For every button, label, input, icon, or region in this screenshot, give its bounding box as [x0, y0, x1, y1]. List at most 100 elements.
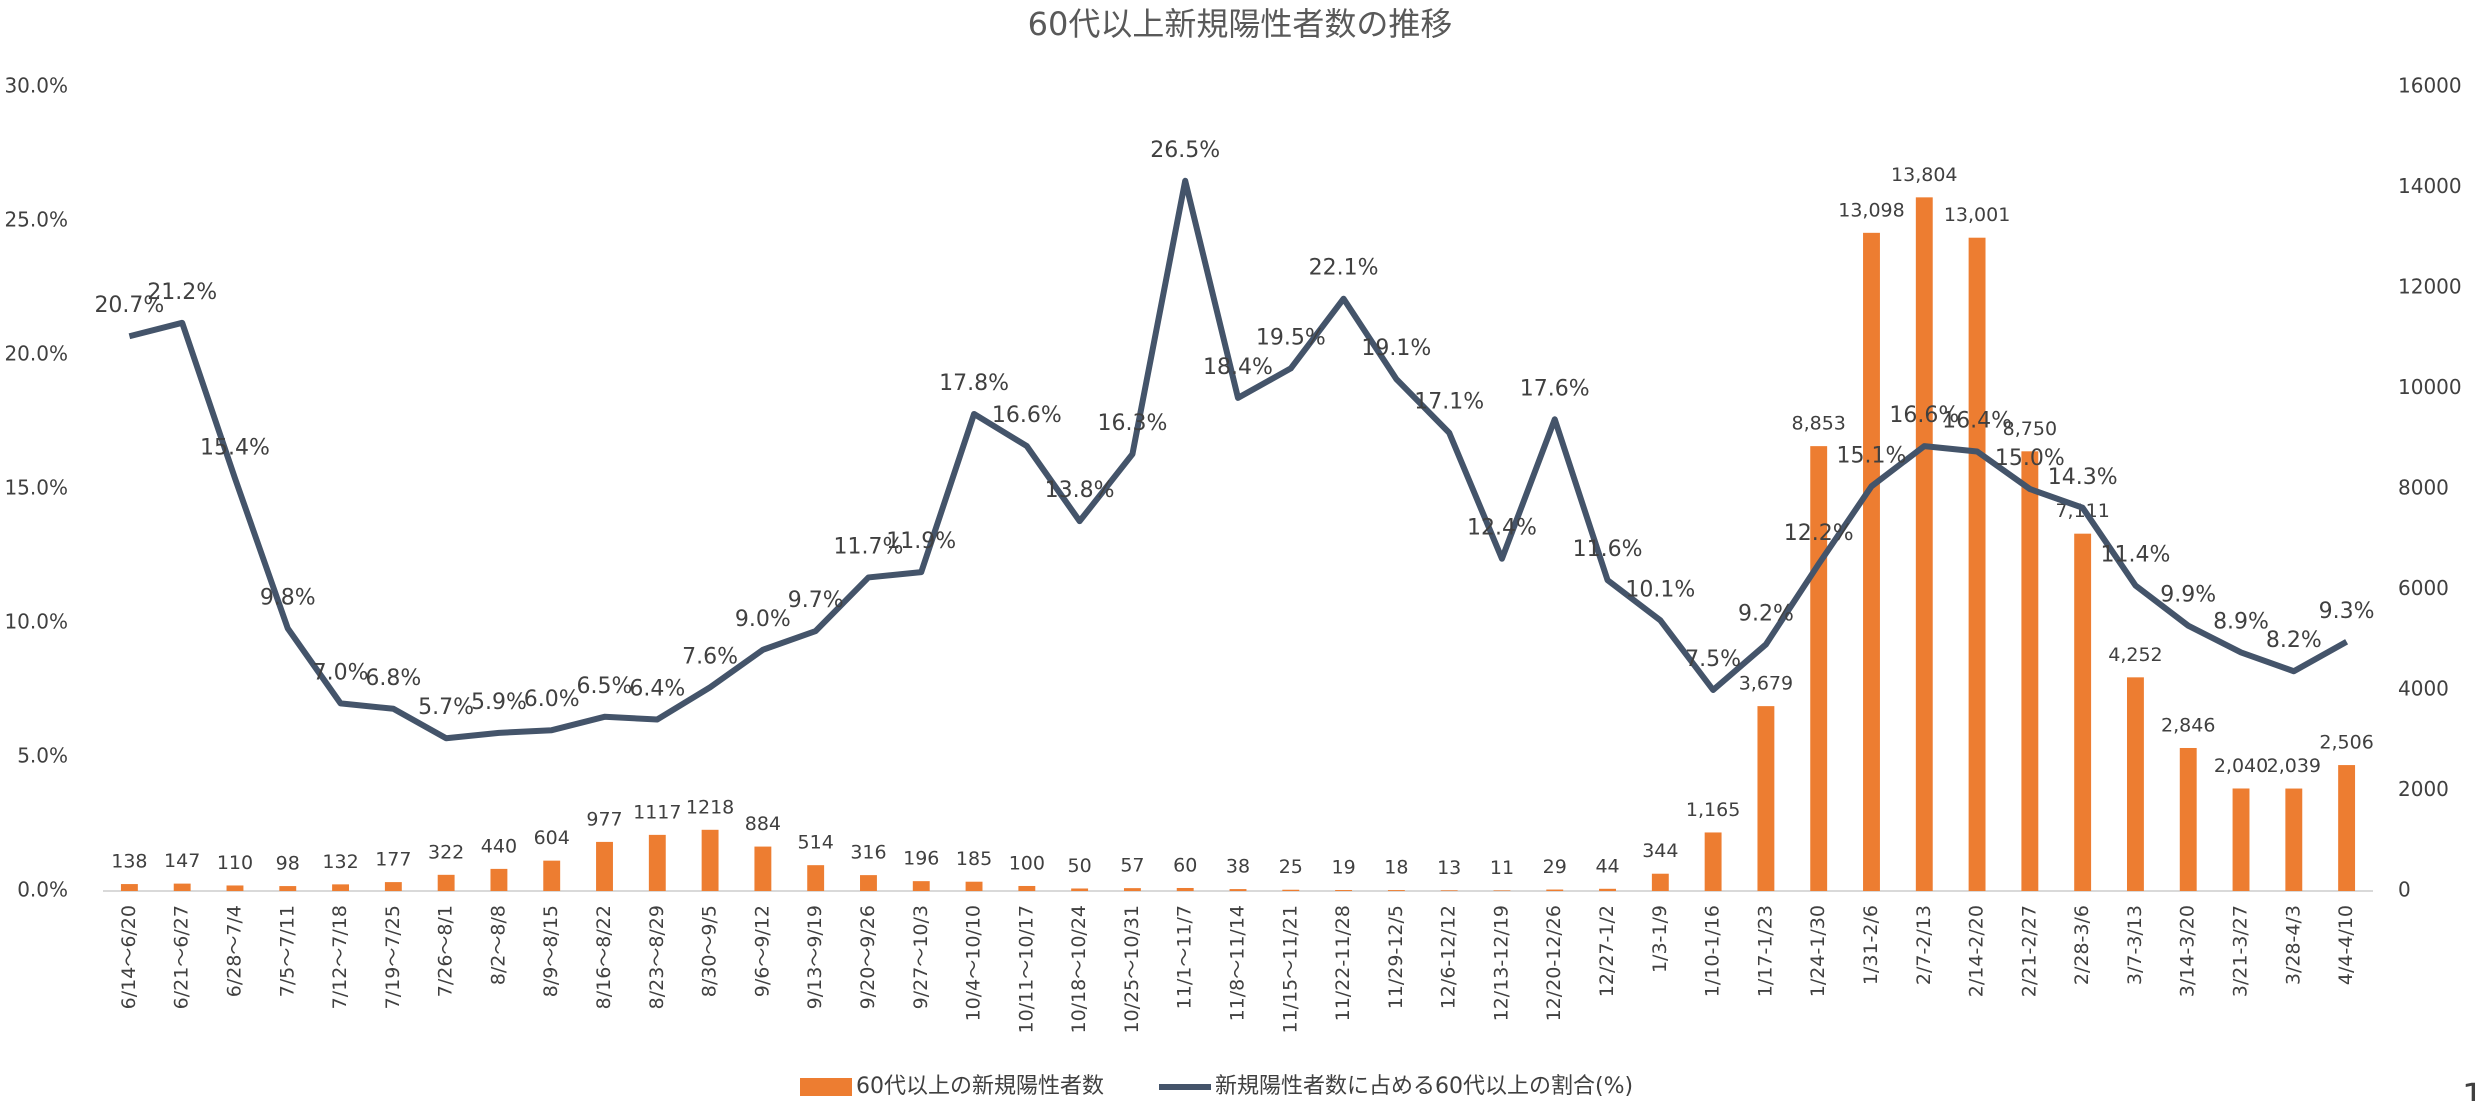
line-value-label: 15.4% — [200, 435, 270, 460]
x-tick-label: 3/21-3/27 — [2230, 905, 2252, 997]
bar-value-label: 2,039 — [2267, 755, 2321, 777]
x-tick-label: 11/8〜11/14 — [1227, 905, 1249, 1021]
bar-value-label: 11 — [1490, 857, 1514, 879]
bar-value-label: 977 — [586, 808, 622, 830]
line-value-label: 11.9% — [886, 529, 956, 554]
line-value-label: 26.5% — [1150, 138, 1220, 163]
bar — [2285, 788, 2303, 891]
bar — [384, 882, 402, 891]
bar — [1651, 873, 1669, 891]
bar-value-label: 98 — [276, 853, 300, 875]
x-tick-label: 10/18〜10/24 — [1068, 905, 1090, 1034]
x-tick-label: 9/13〜9/19 — [804, 905, 826, 1009]
line-value-label: 7.5% — [1685, 647, 1741, 672]
x-tick-label: 6/21〜6/27 — [171, 905, 193, 1009]
x-tick-label: 7/19〜7/25 — [382, 905, 404, 1009]
bar — [648, 834, 666, 891]
x-tick-label: 3/28-4/3 — [2282, 905, 2304, 985]
x-tick-label: 8/2〜8/8 — [487, 905, 509, 985]
x-tick-label: 11/22-11/28 — [1332, 905, 1354, 1021]
y2-tick-label: 16000 — [2398, 74, 2462, 98]
x-tick-label: 8/23〜8/29 — [646, 905, 668, 1009]
bar-value-label: 100 — [1009, 852, 1045, 874]
y-tick-label: 15.0% — [4, 476, 68, 500]
y2-tick-label: 0 — [2398, 878, 2411, 902]
bar — [701, 829, 719, 891]
bar-value-label: 38 — [1226, 856, 1250, 878]
bar — [279, 886, 297, 891]
bar — [1810, 446, 1828, 891]
line-value-label: 11.7% — [834, 534, 904, 559]
y2-tick-label: 8000 — [2398, 476, 2449, 500]
line-value-label: 8.9% — [2213, 609, 2269, 634]
bar — [596, 841, 613, 891]
line-value-label: 9.3% — [2319, 599, 2375, 624]
y2-tick-label: 2000 — [2398, 777, 2449, 801]
line-value-label: 14.3% — [2048, 465, 2118, 490]
bar — [1863, 232, 1880, 891]
bar — [1493, 890, 1511, 891]
bar — [1335, 890, 1353, 891]
x-tick-label: 2/14-2/20 — [1966, 905, 1988, 997]
line-value-label: 12.2% — [1784, 521, 1854, 546]
bar-value-label: 316 — [850, 842, 886, 864]
bar-value-label: 44 — [1595, 855, 1619, 877]
line-value-label: 19.1% — [1361, 336, 1431, 361]
page-number: 10 — [2462, 1077, 2481, 1101]
x-tick-label: 12/6-12/12 — [1438, 905, 1460, 1009]
y-tick-label: 0.0% — [17, 878, 68, 902]
bar — [2074, 533, 2092, 891]
bar — [332, 884, 350, 891]
bar-value-label: 1,165 — [1686, 799, 1740, 821]
y2-tick-label: 14000 — [2398, 174, 2462, 198]
bar — [543, 860, 561, 891]
bar — [1071, 888, 1089, 891]
chart-title: 60代以上新規陽性者数の推移 — [1028, 5, 1453, 43]
bar-value-label: 440 — [481, 835, 517, 857]
bar — [912, 881, 930, 891]
bar-value-label: 19 — [1331, 857, 1355, 879]
y2-tick-label: 12000 — [2398, 275, 2462, 299]
x-tick-label: 9/6〜9/12 — [751, 905, 773, 997]
x-tick-label: 3/7-3/13 — [2124, 905, 2146, 985]
line-value-label: 5.9% — [471, 690, 527, 715]
x-tick-label: 11/1〜11/7 — [1174, 905, 1196, 1009]
line-value-label: 17.6% — [1520, 376, 1590, 401]
bar — [1440, 890, 1458, 891]
x-tick-label: 11/29-12/5 — [1385, 905, 1407, 1009]
bar — [226, 885, 244, 891]
bar-value-label: 57 — [1120, 855, 1144, 877]
y2-tick-label: 10000 — [2398, 375, 2462, 399]
line-value-label: 22.1% — [1309, 256, 1379, 281]
bar-value-label: 138 — [111, 851, 147, 873]
bar-value-label: 884 — [745, 813, 781, 835]
bar-value-label: 604 — [534, 827, 570, 849]
bar — [1599, 888, 1616, 891]
bar-value-label: 18 — [1384, 857, 1408, 879]
bar-value-label: 2,040 — [2214, 755, 2268, 777]
line-value-label: 17.1% — [1414, 390, 1484, 415]
x-tick-label: 1/31-2/6 — [1860, 905, 1882, 985]
x-tick-label: 1/3-1/9 — [1649, 905, 1671, 973]
y-tick-label: 5.0% — [17, 744, 68, 768]
bar — [2338, 765, 2356, 891]
bar-value-label: 185 — [956, 848, 992, 870]
line-value-label: 7.0% — [313, 660, 369, 685]
x-tick-label: 6/28〜7/4 — [223, 905, 245, 997]
x-tick-label: 8/30〜9/5 — [699, 905, 721, 997]
line-value-label: 18.4% — [1203, 355, 1273, 380]
legend-label: 新規陽性者数に占める60代以上の割合(%) — [1215, 1074, 1633, 1099]
legend-label: 60代以上の新規陽性者数 — [856, 1074, 1104, 1099]
line-value-label: 9.7% — [788, 588, 844, 613]
bar — [2126, 677, 2144, 891]
bar-value-label: 177 — [375, 849, 411, 871]
bar — [1176, 887, 1194, 891]
line-value-label: 16.6% — [992, 403, 1062, 428]
line-value-label: 9.9% — [2160, 583, 2216, 608]
bar — [437, 874, 455, 891]
line-value-label: 11.6% — [1573, 537, 1643, 562]
bar-value-label: 29 — [1543, 856, 1567, 878]
x-tick-label: 12/27-1/2 — [1596, 905, 1618, 997]
bar-value-label: 147 — [164, 850, 200, 872]
bar — [2179, 747, 2197, 891]
